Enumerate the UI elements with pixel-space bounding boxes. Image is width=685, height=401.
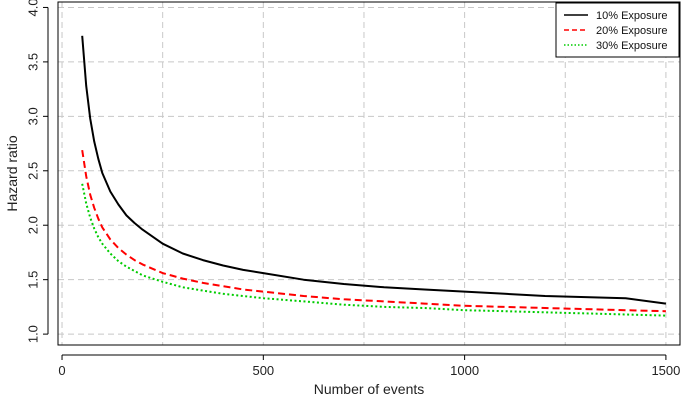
axes: 0 500 1000 1500 1.0 1.5 2.0 2.5 3.0 3.5 4.0: [26, 0, 681, 378]
y-tick-label: 4.0: [26, 0, 41, 16]
x-tick-label: 1500: [651, 363, 680, 378]
legend: 10% Exposure 20% Exposure 30% Exposure: [555, 2, 680, 58]
y-tick-label: 3.5: [26, 53, 41, 71]
series-lines: [81, 35, 667, 317]
plot-frame: [57, 1, 681, 346]
legend-label: 20% Exposure: [596, 25, 668, 37]
y-axis-title: Hazard ratio: [4, 135, 20, 211]
grid: [58, 2, 680, 345]
legend-label: 10% Exposure: [596, 10, 668, 22]
y-tick-label: 1.5: [26, 271, 41, 289]
series-line: [81, 183, 666, 317]
x-axis-title: Number of events: [314, 381, 425, 397]
x-tick-label: 0: [58, 363, 65, 378]
series-line: [81, 35, 667, 305]
y-tick-label: 3.0: [26, 107, 41, 125]
y-tick-label: 2.0: [26, 216, 41, 234]
x-tick-label: 1000: [450, 363, 479, 378]
x-tick-label: 500: [252, 363, 274, 378]
y-tick-label: 2.5: [26, 162, 41, 180]
y-tick-label: 1.0: [26, 325, 41, 343]
series-line: [81, 149, 666, 313]
legend-label: 30% Exposure: [596, 40, 668, 52]
